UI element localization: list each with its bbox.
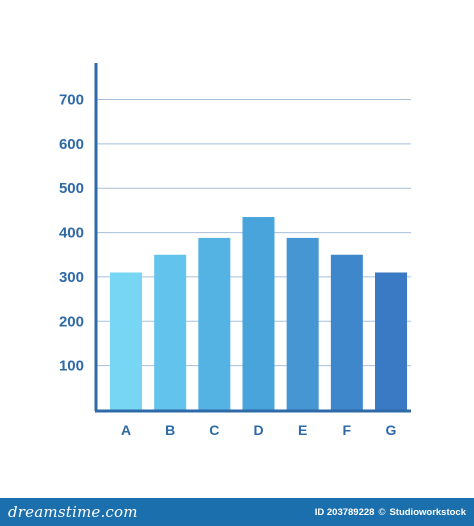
x-tick-label-D: D [253,422,263,438]
image-id: ID 203789228 [314,506,375,518]
bar-chart: 100 200 300 400 500 600 700 A B C D E F G [59,63,411,438]
y-tick-label-100: 100 [59,358,84,375]
bar-C [198,237,231,410]
footer-bar: dreamstime.com ID 203789228 © Studioworkst… [0,498,474,526]
image-credit: ID 203789228 © Studioworkstock [315,507,466,518]
bar-B [154,254,187,410]
x-tick-label-C: C [209,422,219,438]
x-tick-label-B: B [165,422,175,438]
x-tick-label-G: G [386,422,397,438]
brand-logo-text: dreamstime.com [8,503,138,521]
bars [110,217,407,410]
bar-D [242,217,275,410]
y-tick-label-400: 400 [59,225,84,242]
y-tick-label-500: 500 [59,180,84,197]
y-tick-label-300: 300 [59,269,84,286]
y-tick-label-700: 700 [59,91,84,108]
author-name: Studioworkstock [389,506,466,518]
x-tick-label-F: F [343,422,352,438]
y-tick-labels: 100 200 300 400 500 600 700 [59,91,84,374]
x-tick-labels: A B C D E F G [121,422,397,438]
bar-F [330,254,363,410]
y-tick-label-600: 600 [59,136,84,153]
x-tick-label-E: E [298,422,307,438]
bar-A [110,272,142,410]
axes [94,63,411,413]
bar-G [375,272,407,410]
bar-E [286,237,319,410]
x-tick-label-A: A [121,422,131,438]
copyright-symbol: © [378,506,386,518]
y-tick-label-200: 200 [59,313,84,330]
